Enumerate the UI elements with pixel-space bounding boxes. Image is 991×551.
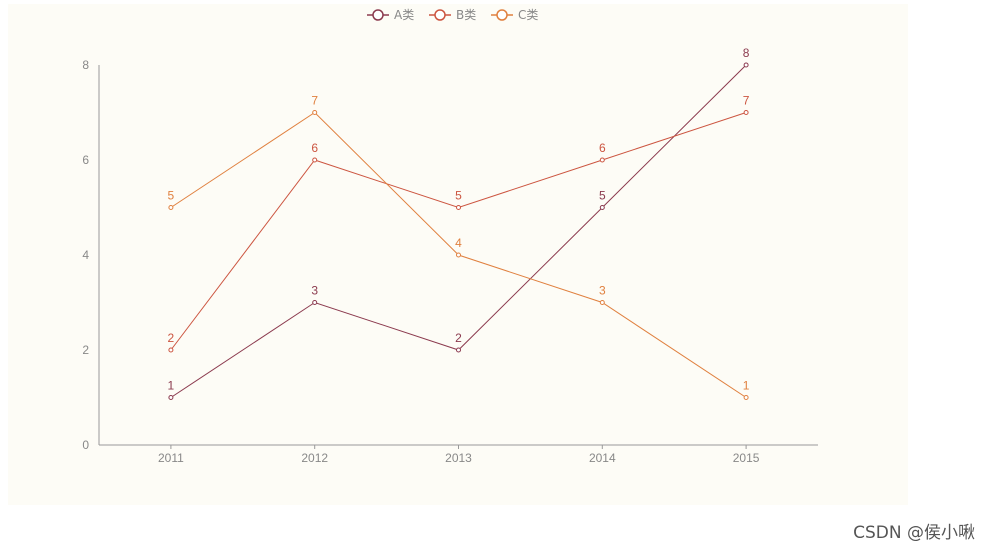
y-tick-label: 0 — [82, 438, 89, 452]
x-tick-label: 2013 — [445, 451, 472, 465]
y-tick-label: 4 — [82, 248, 89, 262]
legend-item-1[interactable]: A类 — [394, 8, 414, 22]
x-tick-label: 2014 — [589, 451, 616, 465]
data-point — [456, 252, 461, 258]
data-label: 1 — [743, 379, 750, 393]
data-point — [312, 157, 318, 163]
y-tick-label: 2 — [82, 343, 89, 357]
data-label: 4 — [455, 236, 462, 250]
x-tick-label: 2015 — [733, 451, 760, 465]
data-label: 1 — [168, 379, 175, 393]
legend-marker-icon — [372, 9, 384, 21]
legend-item-2[interactable]: B类 — [456, 8, 476, 22]
series-line-2 — [170, 112, 747, 351]
data-label: 2 — [455, 331, 462, 345]
data-point — [168, 347, 174, 353]
data-point — [743, 62, 749, 68]
data-point — [456, 205, 461, 210]
watermark-text: CSDN @侯小啾 — [853, 523, 975, 543]
data-point — [312, 300, 318, 305]
data-label: 5 — [599, 189, 606, 203]
data-point — [312, 110, 318, 115]
data-label: 5 — [455, 189, 462, 203]
x-tick-label: 2012 — [301, 451, 328, 465]
data-point — [599, 157, 605, 163]
y-tick-label: 6 — [82, 153, 89, 167]
data-label: 7 — [311, 94, 318, 108]
data-point — [599, 205, 605, 210]
data-label: 5 — [168, 189, 175, 203]
legend-marker-icon — [434, 9, 446, 21]
data-label: 8 — [743, 46, 750, 60]
data-point — [743, 395, 749, 400]
x-tick-label: 2011 — [158, 451, 184, 465]
data-label: 6 — [599, 141, 606, 155]
data-label: 3 — [599, 284, 606, 298]
data-label: 6 — [311, 141, 318, 155]
legend-item-3[interactable]: C类 — [518, 8, 538, 22]
data-point — [743, 110, 749, 115]
data-point — [168, 395, 174, 400]
legend-marker-icon — [496, 9, 508, 21]
data-label: 7 — [743, 94, 750, 108]
data-label: 2 — [168, 331, 175, 345]
data-point — [456, 347, 461, 353]
y-tick-label: 8 — [82, 58, 89, 72]
data-label: 3 — [311, 284, 318, 298]
data-point — [168, 205, 174, 210]
data-point — [599, 300, 605, 305]
